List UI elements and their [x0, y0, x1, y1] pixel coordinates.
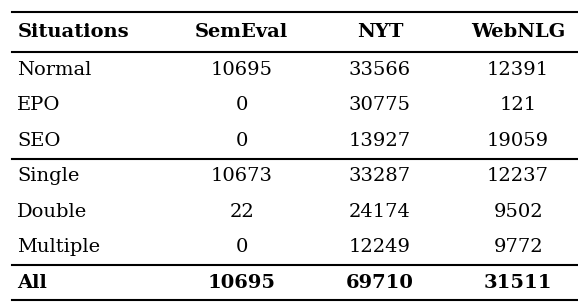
- Text: Multiple: Multiple: [17, 238, 101, 256]
- Text: 9772: 9772: [493, 238, 543, 256]
- Text: 12249: 12249: [349, 238, 411, 256]
- Text: Double: Double: [17, 203, 87, 221]
- Text: 69710: 69710: [346, 274, 414, 292]
- Text: WebNLG: WebNLG: [471, 23, 565, 41]
- Text: 0: 0: [236, 96, 248, 115]
- Text: SemEval: SemEval: [195, 23, 288, 41]
- Text: Single: Single: [17, 167, 80, 185]
- Text: 33287: 33287: [349, 167, 411, 185]
- Text: 19059: 19059: [487, 132, 549, 150]
- Text: 10695: 10695: [211, 61, 273, 79]
- Text: 30775: 30775: [349, 96, 411, 115]
- Text: 13927: 13927: [349, 132, 411, 150]
- Text: 10695: 10695: [208, 274, 276, 292]
- Text: 0: 0: [236, 132, 248, 150]
- Text: 9502: 9502: [493, 203, 543, 221]
- Text: 0: 0: [236, 238, 248, 256]
- Text: NYT: NYT: [357, 23, 403, 41]
- Text: 33566: 33566: [349, 61, 411, 79]
- Text: EPO: EPO: [17, 96, 61, 115]
- Text: 10673: 10673: [211, 167, 273, 185]
- Text: SEO: SEO: [17, 132, 61, 150]
- Text: Normal: Normal: [17, 61, 92, 79]
- Text: All: All: [17, 274, 47, 292]
- Text: 24174: 24174: [349, 203, 411, 221]
- Text: 121: 121: [499, 96, 536, 115]
- Text: Situations: Situations: [17, 23, 129, 41]
- Text: 31511: 31511: [484, 274, 553, 292]
- Text: 22: 22: [229, 203, 254, 221]
- Text: 12391: 12391: [487, 61, 549, 79]
- Text: 12237: 12237: [487, 167, 549, 185]
